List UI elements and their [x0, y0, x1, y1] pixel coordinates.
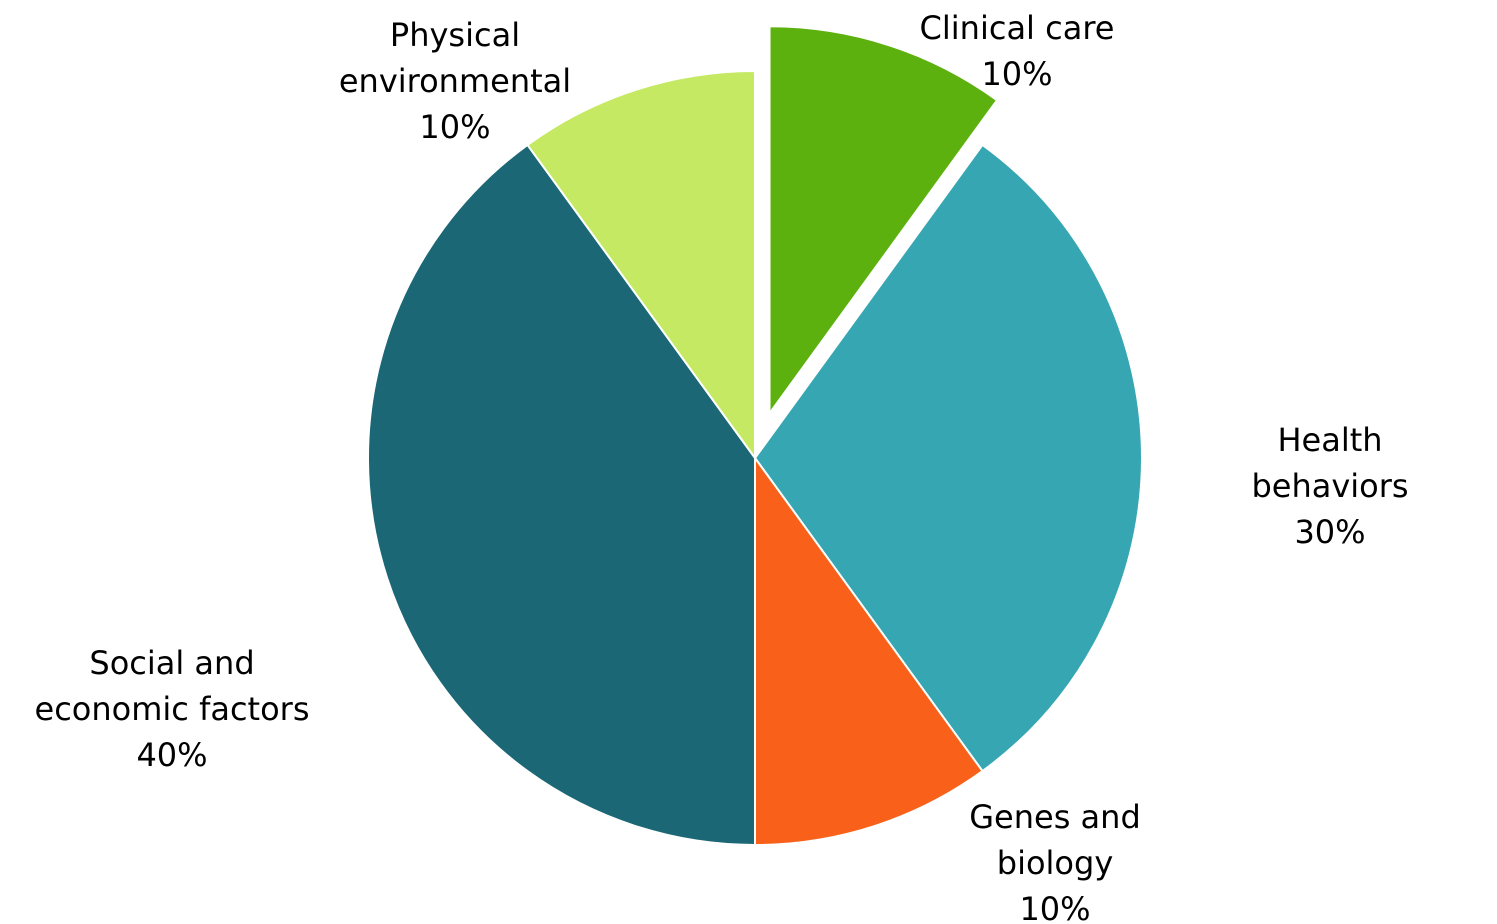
value-label: 10% — [1019, 890, 1091, 924]
pie-slice — [526, 69, 756, 462]
value-label: 10% — [419, 108, 491, 146]
category-label: Physical environmental — [338, 16, 572, 100]
slice-label: Physical environmental 10% — [339, 12, 571, 150]
category-label: Social and economic factors — [34, 644, 310, 728]
pie-slice — [753, 143, 1143, 773]
value-label: 30% — [1294, 513, 1366, 551]
pie-slice — [768, 25, 999, 417]
slice-label: Social and economic factors 40% — [35, 640, 310, 778]
category-label: Genes and biology — [969, 798, 1141, 882]
pie-slice — [367, 143, 756, 847]
slice-label: Clinical care 10% — [920, 5, 1115, 97]
value-label: 10% — [981, 55, 1053, 93]
category-label: Clinical care — [919, 9, 1115, 47]
pie-slice — [754, 454, 984, 847]
slice-label: Genes and biology 10% — [969, 794, 1141, 924]
category-label: Health behaviors — [1251, 421, 1409, 505]
slice-label: Health behaviors 30% — [1247, 417, 1414, 555]
value-label: 40% — [136, 736, 208, 774]
